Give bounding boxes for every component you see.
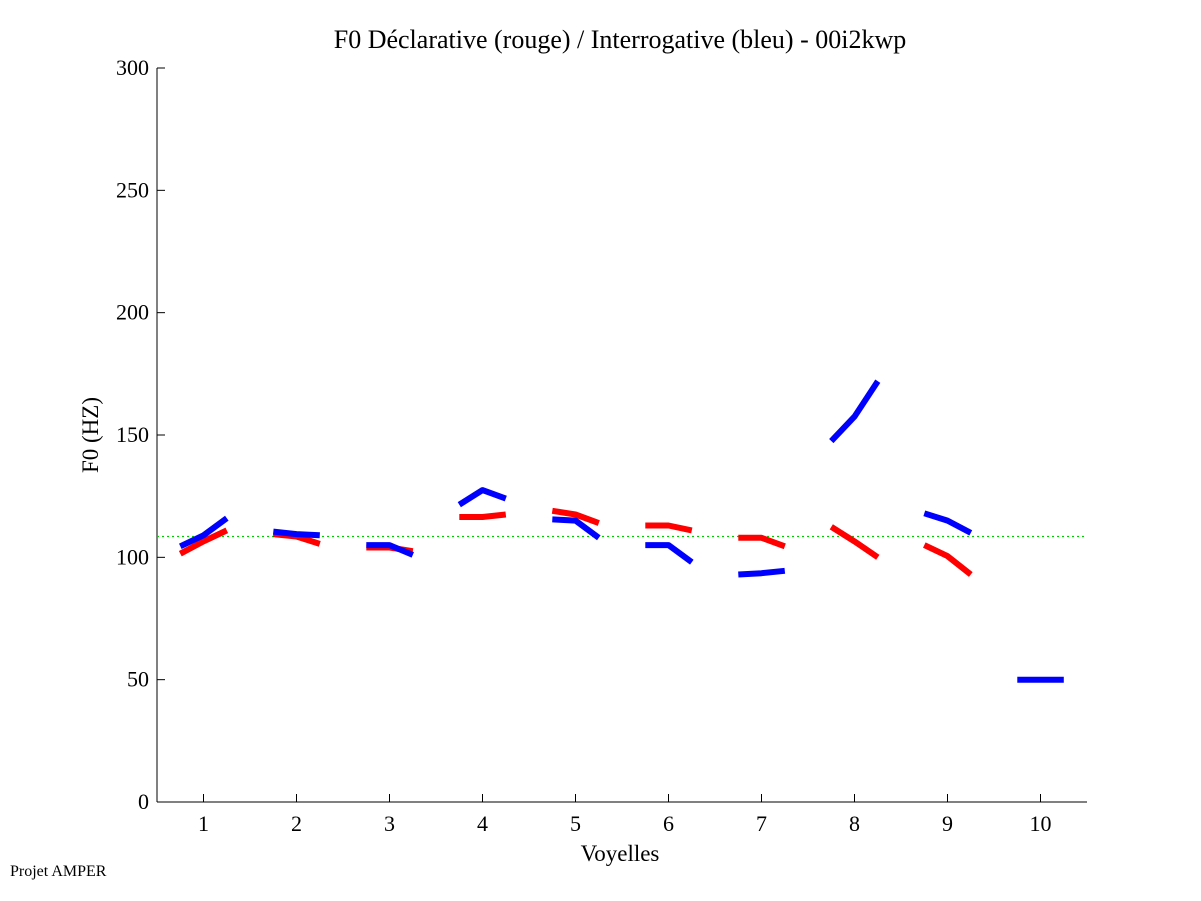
x-tick-label-8: 8 xyxy=(849,811,860,836)
y-tick-label-50: 50 xyxy=(127,667,149,692)
interrogative-segment-6 xyxy=(645,542,694,565)
declarative-segment-5 xyxy=(551,507,600,526)
declarative-segment-6 xyxy=(645,522,693,534)
footer-credit: Projet AMPER xyxy=(10,863,107,880)
y-tick-label-250: 250 xyxy=(116,177,149,202)
x-axis-label: Voyelles xyxy=(581,841,660,866)
x-tick-label-9: 9 xyxy=(942,811,953,836)
interrogative-segment-3 xyxy=(366,542,414,558)
x-tick-label-5: 5 xyxy=(570,811,581,836)
interrogative-segment-8 xyxy=(829,379,881,444)
y-tick-label-100: 100 xyxy=(116,544,149,569)
declarative-segment-8 xyxy=(829,524,880,560)
x-tick-label-10: 10 xyxy=(1030,811,1052,836)
interrogative-segment-5 xyxy=(552,516,601,541)
interrogative-segment-1 xyxy=(179,515,229,550)
x-tick-label-3: 3 xyxy=(384,811,395,836)
x-tick-label-4: 4 xyxy=(477,811,488,836)
x-tick-label-2: 2 xyxy=(291,811,302,836)
declarative-segment-9 xyxy=(923,542,973,577)
x-tick-label-1: 1 xyxy=(198,811,209,836)
interrogative-segment-7 xyxy=(738,567,786,578)
x-tick-label-6: 6 xyxy=(663,811,674,836)
interrogative-segment-9 xyxy=(923,510,973,536)
x-tick-label-7: 7 xyxy=(756,811,767,836)
interrogative-segment-2 xyxy=(272,528,320,539)
declarative-segment-4 xyxy=(459,511,507,520)
interrogative-segment-4 xyxy=(457,487,507,508)
declarative-segment-7 xyxy=(738,534,786,550)
y-tick-label-150: 150 xyxy=(116,422,149,447)
chart-title: F0 Déclarative (rouge) / Interrogative (… xyxy=(334,25,907,54)
plot-area: 0 50 100 150 200 250 300 1 2 3 4 5 6 7 8 9 10 xyxy=(116,55,1087,836)
y-tick-label-300: 300 xyxy=(116,55,149,80)
y-axis-label: F0 (HZ) xyxy=(78,397,103,473)
declarative-segment-1 xyxy=(178,527,229,557)
y-tick-label-0: 0 xyxy=(138,789,149,814)
y-tick-label-200: 200 xyxy=(116,300,149,325)
